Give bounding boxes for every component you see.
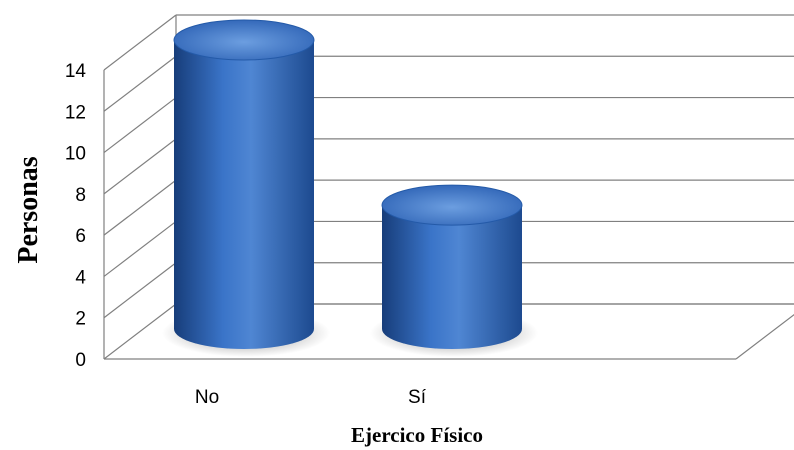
gridline-side [103, 55, 177, 112]
y-tick-label: 6 [75, 226, 86, 247]
gridline-side [103, 14, 177, 71]
gridline-side [103, 262, 177, 319]
x-axis-title: Ejercico Físico [351, 423, 483, 447]
gridline-side [103, 179, 177, 236]
bar-top [381, 184, 523, 226]
x-category-labels: No Sí [195, 387, 427, 408]
y-tick-label: 4 [75, 267, 86, 288]
y-tick-label: 10 [65, 144, 86, 165]
y-tick-label: 14 [65, 61, 87, 82]
y-tick-label: 0 [75, 350, 86, 371]
bar-0 [162, 19, 330, 357]
y-tick-labels: 0 2 4 6 8 10 12 14 [65, 61, 87, 371]
bar-body [382, 205, 522, 349]
y-tick-label: 12 [65, 102, 86, 123]
gridline-side [103, 220, 177, 277]
bar-body [174, 40, 314, 349]
x-category-label: Sí [408, 387, 427, 408]
y-tick-label: 2 [75, 309, 86, 330]
bar-top [173, 19, 315, 61]
x-category-label: No [195, 387, 219, 408]
gridline-side [103, 97, 177, 154]
bars [162, 19, 538, 357]
y-tick-label: 8 [75, 185, 86, 206]
bar-1 [370, 184, 538, 357]
gridline-side [103, 138, 177, 195]
y-axis-title: Personas [13, 156, 44, 263]
